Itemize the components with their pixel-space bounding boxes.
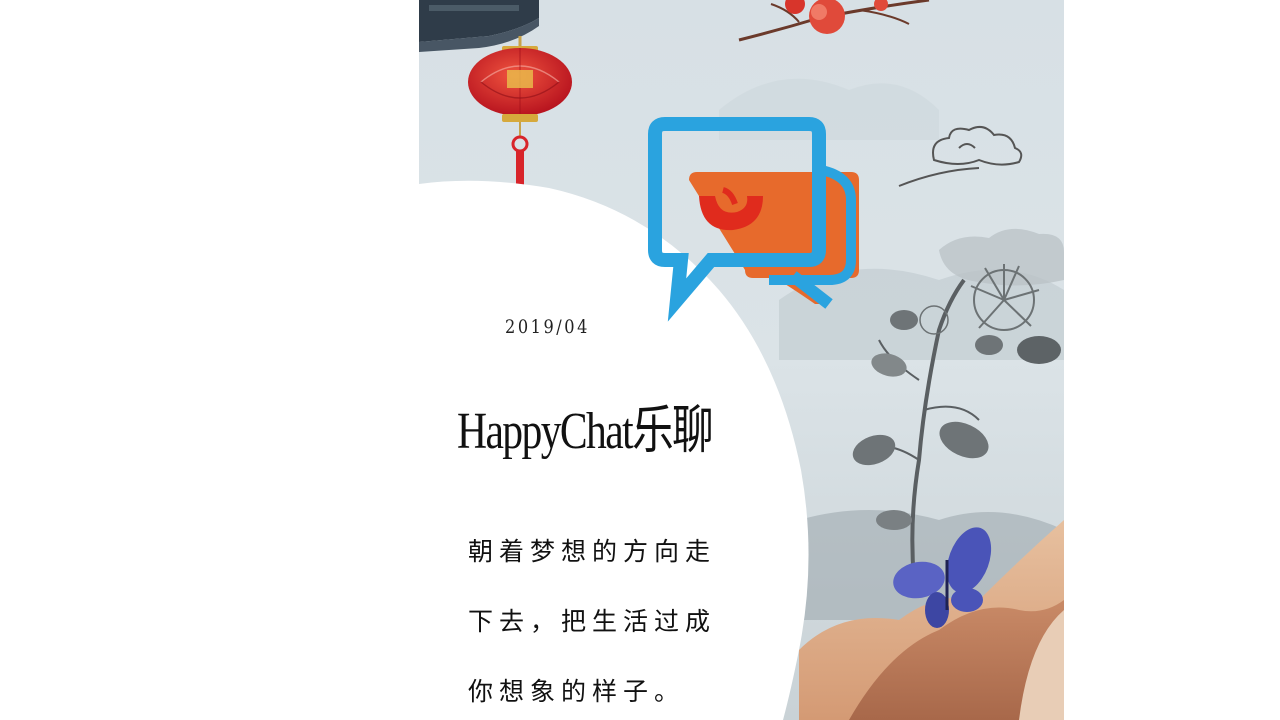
slogan-line-3: 你想象的样子。 bbox=[468, 677, 686, 706]
slogan-line-2: 下去，把生活过成 bbox=[468, 607, 717, 636]
poster: 2019/04 HappyChat乐聊 朝着梦想的方向走 下去，把生活过成 你想… bbox=[419, 0, 1064, 720]
red-lantern-icon bbox=[468, 36, 572, 196]
chat-bubbles-smile-icon bbox=[648, 117, 859, 322]
ink-chrysanthemum-icon bbox=[852, 264, 1061, 581]
slogan-line-1: 朝着梦想的方向走 bbox=[468, 537, 717, 566]
app-title: HappyChat乐聊 bbox=[457, 403, 714, 460]
blue-butterfly-icon bbox=[893, 527, 992, 628]
plum-blossom-icon bbox=[738, 0, 930, 42]
auspicious-cloud-icon bbox=[898, 125, 1023, 187]
poster-date: 2019/04 bbox=[505, 316, 590, 338]
eave-roof-icon bbox=[419, 0, 539, 52]
poster-background bbox=[419, 0, 1064, 720]
